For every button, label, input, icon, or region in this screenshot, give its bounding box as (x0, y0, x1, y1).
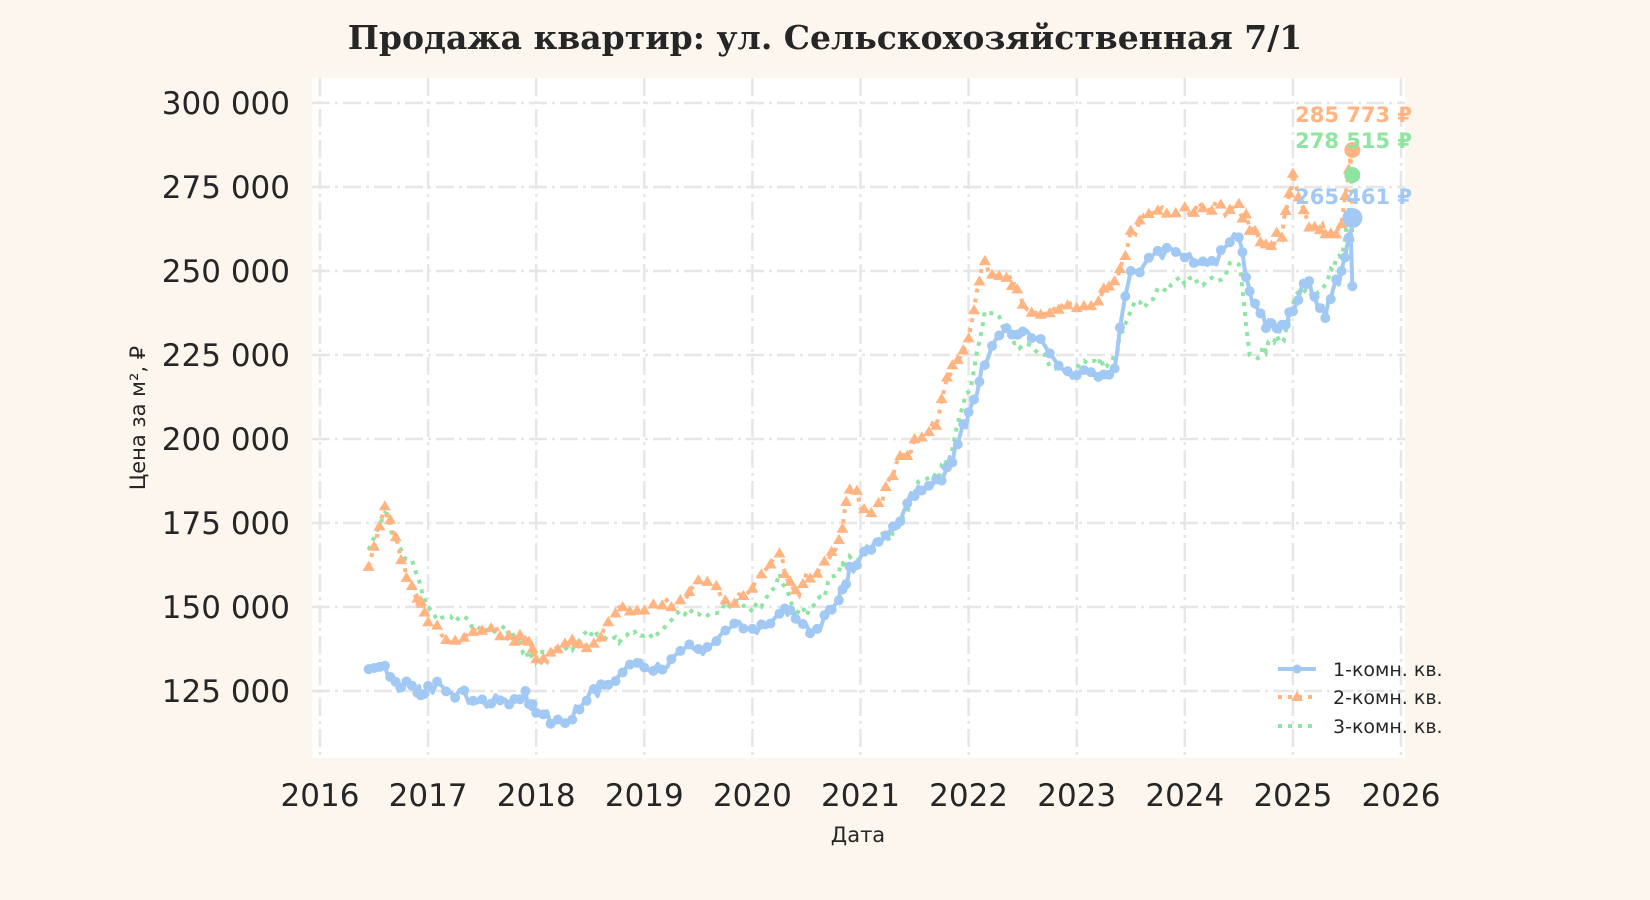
y-tick-label: 225 000 (162, 338, 290, 374)
y-tick-label: 125 000 (162, 674, 290, 710)
grid (312, 78, 1405, 758)
last-value-label: 285 773 ₽ (1295, 103, 1412, 127)
chart-title: Продажа квартир: ул. Сельскохозяйственна… (347, 18, 1303, 57)
x-tick-label: 2018 (497, 778, 576, 814)
x-axis-ticks: 2016 2017 2018 2019 2020 2021 2022 2023 2024 2025… (281, 778, 1441, 814)
x-tick-label: 2016 (281, 778, 360, 814)
legend-item: 3-комн. кв. (1278, 716, 1443, 738)
x-tick-label: 2024 (1145, 778, 1224, 814)
y-tick-label: 150 000 (162, 590, 290, 626)
legend-label: 1-комн. кв. (1333, 659, 1443, 681)
x-tick-label: 2022 (929, 778, 1008, 814)
y-tick-label: 250 000 (162, 254, 290, 290)
last-value-label: 278 515 ₽ (1295, 129, 1412, 153)
series-group (362, 155, 1359, 729)
endpoint-dot (1344, 167, 1361, 183)
y-axis-ticks: 125 000 150 000 175 000 200 000 225 000 250 0… (162, 86, 290, 710)
y-tick-label: 175 000 (162, 506, 290, 542)
x-tick-label: 2020 (713, 778, 792, 814)
y-tick-label: 300 000 (162, 86, 290, 122)
x-tick-label: 2021 (821, 778, 900, 814)
series-1-room (363, 228, 1358, 729)
x-tick-label: 2026 (1362, 778, 1441, 814)
legend-label: 3-комн. кв. (1333, 716, 1443, 738)
x-tick-label: 2025 (1253, 778, 1332, 814)
legend-item: 1-комн. кв. (1278, 659, 1443, 681)
endpoint-markers (1342, 142, 1363, 228)
endpoint-dot (1342, 208, 1363, 228)
value-annotations: 285 773 ₽278 515 ₽ 265 461 ₽ (1295, 103, 1412, 209)
plot-area (312, 78, 1405, 758)
x-tick-label: 2023 (1037, 778, 1116, 814)
x-tick-label: 2017 (389, 778, 468, 814)
y-tick-label: 200 000 (162, 422, 290, 458)
legend: 1-комн. кв. 2-комн. кв. 3-комн. кв. (1278, 659, 1443, 738)
x-axis-label: Дата (831, 823, 885, 847)
x-tick-label: 2019 (605, 778, 684, 814)
legend-label: 2-комн. кв. (1333, 687, 1443, 709)
y-tick-label: 275 000 (162, 170, 290, 206)
y-axis-label: Цена за м², ₽ (126, 346, 150, 490)
endpoint-dot (1344, 142, 1361, 158)
last-value-label: 265 461 ₽ (1295, 185, 1412, 209)
legend-item: 2-комн. кв. (1278, 687, 1443, 709)
series-2-room (362, 155, 1359, 669)
